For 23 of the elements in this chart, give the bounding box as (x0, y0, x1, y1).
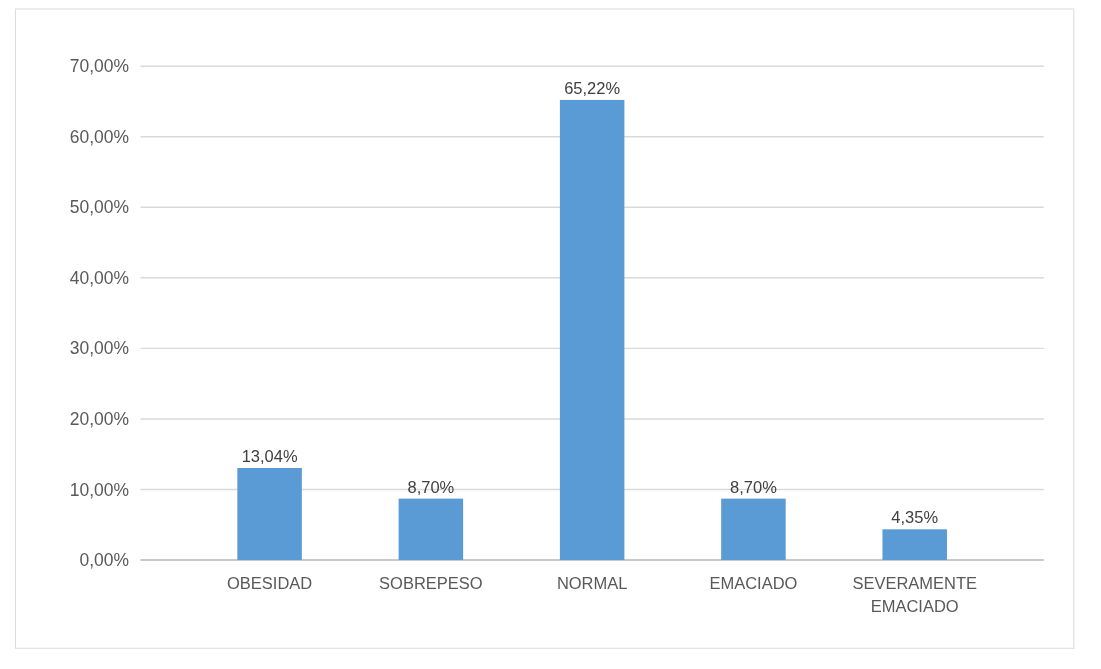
data-label: 8,70% (407, 477, 455, 496)
x-tick-label: OBESIDAD (226, 574, 313, 593)
y-tick-label: 60,00% (69, 126, 129, 147)
data-label: 13,04% (241, 447, 298, 466)
y-tick-label: 0,00% (79, 550, 129, 571)
bar (237, 468, 302, 560)
bar (721, 498, 786, 560)
x-tick-label: NORMAL (556, 574, 628, 593)
bar (559, 99, 625, 560)
data-label: 8,70% (730, 477, 778, 496)
y-tick-label: 20,00% (69, 409, 129, 430)
y-tick-label: 10,00% (69, 479, 129, 500)
data-label: 65,22% (564, 79, 621, 98)
bar (882, 529, 947, 560)
y-tick-label: 40,00% (69, 267, 129, 288)
y-tick-label: 30,00% (69, 338, 129, 359)
x-tick-label: SOBREPESO (379, 574, 483, 593)
x-tick-label: SEVERAMENTE EMACIADO (852, 574, 978, 616)
bar (398, 498, 464, 560)
y-tick-label: 70,00% (69, 56, 129, 77)
y-tick-label: 50,00% (69, 197, 129, 218)
data-label: 4,35% (891, 508, 939, 527)
x-tick-label: EMACIADO (709, 574, 798, 593)
